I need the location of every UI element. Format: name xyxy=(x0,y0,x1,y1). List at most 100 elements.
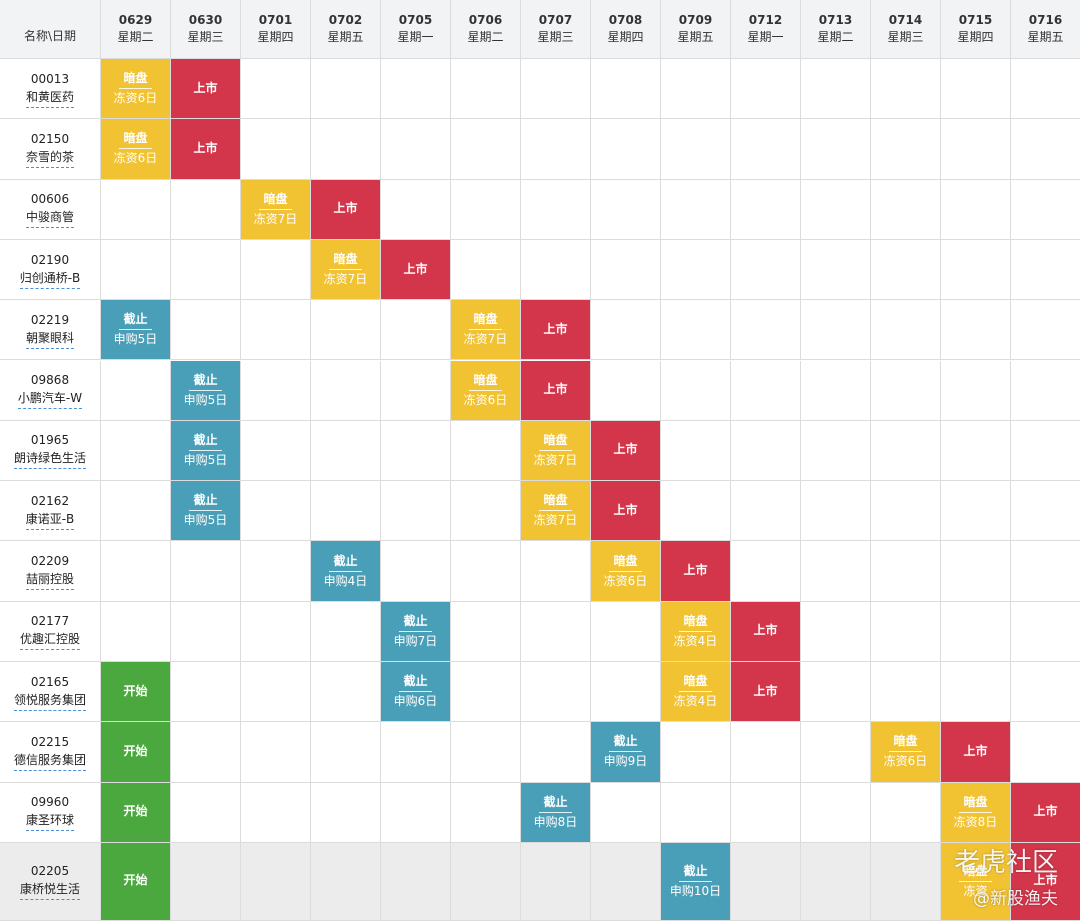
stock-code: 00606 xyxy=(30,192,70,207)
date-header-0701: 0701 星期四 xyxy=(241,0,311,59)
calendar-cell xyxy=(171,842,241,921)
stock-name-link[interactable]: 优趣汇控股 xyxy=(19,630,80,651)
weekday-label: 星期五 xyxy=(1027,30,1064,44)
event-label: 上市 xyxy=(333,201,358,216)
calendar-cell xyxy=(171,481,241,542)
calendar-cell xyxy=(521,481,591,542)
event-list-badge: 上市 xyxy=(171,59,240,119)
calendar-cell xyxy=(451,239,521,301)
calendar-cell xyxy=(311,842,381,921)
calendar-cell xyxy=(871,179,941,240)
stock-name-link[interactable]: 朗诗绿色生活 xyxy=(13,449,86,470)
stock-name-link[interactable]: 德信服务集团 xyxy=(13,751,86,771)
calendar-cell xyxy=(941,541,1011,602)
calendar-cell xyxy=(1011,481,1080,542)
weekday-label: 星期四 xyxy=(607,30,644,44)
calendar-cell xyxy=(381,420,451,482)
calendar-cell xyxy=(731,481,801,542)
stock-name-link[interactable]: 喆丽控股 xyxy=(25,570,74,591)
event-label: 截止 xyxy=(189,432,222,451)
date-label: 0708 xyxy=(608,13,643,27)
stock-name-link[interactable]: 中骏商管 xyxy=(25,208,74,229)
event-list-badge: 上市 xyxy=(311,179,380,239)
stock-name-link[interactable]: 小鹏汽车-W xyxy=(17,389,83,410)
date-header-0705: 0705 星期一 xyxy=(381,0,451,59)
stock-name-link[interactable]: 领悦服务集团 xyxy=(13,691,86,711)
stock-code: 02165 xyxy=(30,674,70,689)
stock-name-link[interactable]: 康桥悦生活 xyxy=(19,880,80,901)
calendar-cell xyxy=(661,360,731,421)
event-detail: 冻资7日 xyxy=(533,513,578,528)
stock-name-cell: 00013 和黄医药 xyxy=(0,59,101,120)
calendar-cell xyxy=(521,722,591,783)
date-header-0702: 0702 星期五 xyxy=(311,0,381,59)
calendar-cell xyxy=(241,360,311,421)
event-detail: 冻资6日 xyxy=(113,151,158,166)
event-label: 截止 xyxy=(189,372,222,391)
event-detail: 冻资4日 xyxy=(673,694,718,709)
date-label: 0702 xyxy=(328,13,363,27)
event-label: 暗盘 xyxy=(609,553,642,572)
calendar-cell xyxy=(101,300,171,361)
event-detail: 冻资7日 xyxy=(533,452,578,467)
event-list-badge: 上市 xyxy=(731,601,800,661)
date-label: 0706 xyxy=(468,13,503,27)
stock-name-link[interactable]: 和黄医药 xyxy=(25,88,74,108)
stock-name-link[interactable]: 康诺亚-B xyxy=(25,510,75,530)
event-label: 上市 xyxy=(613,442,638,457)
calendar-cell xyxy=(871,541,941,602)
calendar-cell xyxy=(801,662,871,723)
weekday-label: 星期三 xyxy=(887,30,924,44)
stock-name-cell: 02205 康桥悦生活 xyxy=(0,842,101,921)
calendar-cell xyxy=(241,541,311,602)
event-label: 上市 xyxy=(613,502,638,517)
calendar-cell xyxy=(1011,300,1080,361)
event-detail: 冻资7日 xyxy=(323,272,368,287)
calendar-cell xyxy=(661,541,731,602)
event-close-badge: 截止 申购5日 xyxy=(171,420,240,481)
event-close-badge: 截止 申购6日 xyxy=(381,662,450,722)
event-detail: 冻资6日 xyxy=(463,392,508,407)
event-label: 暗盘 xyxy=(329,251,362,271)
calendar-cell xyxy=(311,481,381,542)
event-detail: 冻资6日 xyxy=(113,91,158,106)
calendar-cell xyxy=(731,239,801,301)
calendar-cell xyxy=(311,239,381,301)
stock-name-link[interactable]: 归创通桥-B xyxy=(19,269,81,289)
stock-name-link[interactable]: 奈雪的茶 xyxy=(25,148,74,168)
calendar-cell xyxy=(311,541,381,602)
stock-code: 02177 xyxy=(30,614,70,629)
event-label: 截止 xyxy=(329,553,362,572)
date-label: 0705 xyxy=(398,13,433,27)
event-grey-badge: 暗盘 冻资6日 xyxy=(591,541,660,601)
stock-name-link[interactable]: 朝聚眼科 xyxy=(25,329,74,349)
event-grey-badge: 暗盘 冻资7日 xyxy=(241,179,310,239)
stock-name-cell: 01965 朗诗绿色生活 xyxy=(0,420,101,482)
calendar-cell xyxy=(521,119,591,180)
event-label: 暗盘 xyxy=(469,372,502,391)
calendar-cell xyxy=(451,782,521,843)
stock-code: 02219 xyxy=(30,312,70,327)
event-detail: 申购5日 xyxy=(183,452,228,467)
weekday-label: 星期五 xyxy=(677,30,714,44)
calendar-cell xyxy=(381,300,451,361)
calendar-cell xyxy=(101,782,171,843)
calendar-cell xyxy=(311,360,381,421)
calendar-cell xyxy=(451,662,521,723)
weekday-label: 星期三 xyxy=(187,30,224,44)
event-label: 暗盘 xyxy=(539,492,572,512)
stock-name-link[interactable]: 康圣环球 xyxy=(25,811,74,832)
calendar-cell xyxy=(591,782,661,843)
event-label: 上市 xyxy=(193,140,218,155)
event-label: 暗盘 xyxy=(679,613,712,632)
calendar-cell xyxy=(311,59,381,120)
weekday-label: 星期四 xyxy=(957,30,994,44)
calendar-cell xyxy=(101,481,171,542)
stock-code: 02162 xyxy=(30,493,70,508)
calendar-cell xyxy=(591,662,661,723)
calendar-cell xyxy=(381,541,451,602)
calendar-cell xyxy=(381,179,451,240)
calendar-cell xyxy=(451,360,521,421)
event-detail: 申购8日 xyxy=(533,814,578,829)
calendar-cell xyxy=(381,59,451,120)
